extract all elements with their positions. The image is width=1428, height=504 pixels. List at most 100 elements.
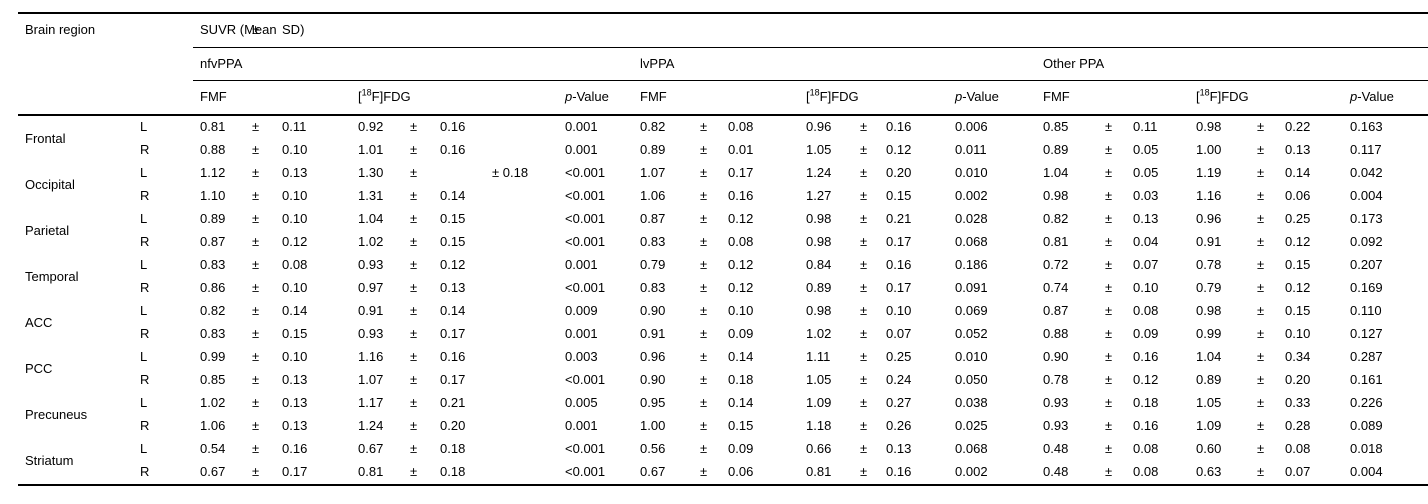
fdg-sd-value: 0.20 bbox=[440, 418, 466, 434]
p-value-cell: 0.068 bbox=[955, 234, 988, 250]
fdg-extra-sd-value bbox=[485, 369, 558, 392]
pm-sign: ± bbox=[700, 165, 708, 181]
fdg-mean-value: 0.89 bbox=[806, 280, 832, 296]
fdg-mean-value: 0.91 bbox=[358, 303, 384, 319]
fdg-extra-sd-value bbox=[485, 438, 558, 461]
suvr-header-close: SD) bbox=[275, 13, 352, 48]
fmf-mean-value: 0.87 bbox=[1043, 303, 1069, 319]
table-row: R 1.06 ±0.13 1.24 ±0.20 0.001 1.00 ±0.15 1.18 ±0.… bbox=[18, 415, 1428, 438]
p-value-cell: 0.117 bbox=[1350, 142, 1382, 158]
pm-sign: ± bbox=[1257, 418, 1265, 434]
fdg-sd-value: 0.12 bbox=[886, 142, 912, 158]
pm-sign: ± bbox=[252, 234, 260, 250]
suvr-table: Brain region SUVR (Mean ± SD) nfvPPA lvP… bbox=[18, 12, 1428, 486]
pm-sign: ± bbox=[252, 303, 260, 319]
pm-sign: ± bbox=[700, 188, 708, 204]
fdg-mean-value: 0.99 bbox=[1196, 326, 1222, 342]
fmf-sd-value: 0.16 bbox=[1133, 418, 1159, 434]
fmf-mean-value: 0.82 bbox=[640, 119, 666, 135]
pm-sign: ± bbox=[410, 119, 418, 135]
pm-sign: ± bbox=[860, 165, 868, 181]
pm-sign: ± bbox=[410, 372, 418, 388]
fdg-mean-value: 1.09 bbox=[806, 395, 832, 411]
table-row: R 0.83 ±0.15 0.93 ±0.17 0.001 0.91 ±0.09 1.02 ±0.… bbox=[18, 323, 1428, 346]
pm-sign: ± bbox=[700, 418, 708, 434]
p-value-cell: 0.009 bbox=[565, 303, 598, 319]
pm-sign: ± bbox=[410, 464, 418, 480]
pm-sign: ± bbox=[1257, 119, 1265, 135]
region-label: Precuneus bbox=[25, 406, 88, 422]
fmf-sd-value: 0.12 bbox=[728, 211, 754, 227]
pm-sign: ± bbox=[1105, 188, 1113, 204]
fdg-mean-value: 0.98 bbox=[806, 234, 832, 250]
fdg-mean-value: 1.05 bbox=[806, 372, 832, 388]
p-value-cell: 0.006 bbox=[955, 119, 988, 135]
p-value-cell: 0.010 bbox=[955, 349, 988, 365]
fmf-mean-value: 1.04 bbox=[1043, 165, 1069, 181]
pm-sign: ± bbox=[252, 165, 260, 181]
pm-sign: ± bbox=[700, 234, 708, 250]
pm-sign: ± bbox=[252, 211, 260, 227]
fmf-mean-value: 1.02 bbox=[200, 395, 226, 411]
fdg-mean-value: 1.11 bbox=[806, 349, 831, 365]
p-value-cell: <0.001 bbox=[565, 441, 606, 457]
fmf-sd-value: 0.15 bbox=[282, 326, 308, 342]
table-row: R 0.86 ±0.10 0.97 ±0.13 <0.001 0.83 ±0.12 0.89 ±0… bbox=[18, 277, 1428, 300]
fdg-mean-value: 0.78 bbox=[1196, 257, 1222, 273]
suvr-header-open: SUVR (Mean bbox=[193, 13, 277, 48]
fdg-sd-value: 0.14 bbox=[440, 303, 466, 319]
fmf-mean-value: 0.83 bbox=[640, 234, 666, 250]
fmf-sd-value: 0.10 bbox=[282, 188, 308, 204]
fmf-mean-value: 0.79 bbox=[640, 257, 666, 273]
fmf-sd-value: 0.05 bbox=[1133, 165, 1159, 181]
tracer-header-fdg: [18F]FDG bbox=[1189, 80, 1344, 116]
p-value-cell: 0.004 bbox=[1350, 188, 1383, 204]
fdg-sd-value: 0.13 bbox=[1285, 142, 1311, 158]
p-value-cell: 0.018 bbox=[1350, 441, 1383, 457]
table-row: Temporal L 0.83 ±0.08 0.93 ±0.12 0.001 0.79 ±0.1… bbox=[18, 254, 1428, 284]
fmf-mean-value: 0.56 bbox=[640, 441, 666, 457]
p-value-cell: 0.092 bbox=[1350, 234, 1383, 250]
fdg-sd-value: 0.18 bbox=[440, 441, 466, 457]
p-value-cell: 0.127 bbox=[1350, 326, 1383, 342]
brain-region-header: Brain region bbox=[18, 13, 194, 116]
tracer-header-fmf: FMF bbox=[633, 80, 800, 116]
fmf-mean-value: 0.74 bbox=[1043, 280, 1069, 296]
p-value-cell: 0.001 bbox=[565, 142, 598, 158]
pm-sign: ± bbox=[1257, 326, 1265, 342]
p-value-cell: 0.050 bbox=[955, 372, 988, 388]
p-value-header: p-Value bbox=[1343, 80, 1428, 116]
fdg-mean-value: 1.00 bbox=[1196, 142, 1222, 158]
pm-sign: ± bbox=[410, 395, 418, 411]
pm-sign: ± bbox=[410, 165, 418, 181]
fdg-mean-value: 0.98 bbox=[1196, 303, 1222, 319]
table-row: R 0.67 ±0.17 0.81 ±0.18 <0.001 0.67 ±0.06 0.81 ±0… bbox=[18, 461, 1428, 485]
fmf-mean-value: 0.81 bbox=[200, 119, 226, 135]
pm-sign: ± bbox=[1105, 280, 1113, 296]
fdg-sd-value: 0.14 bbox=[1285, 165, 1311, 181]
pm-sign: ± bbox=[1105, 418, 1113, 434]
pm-sign: ± bbox=[1257, 280, 1265, 296]
pm-sign: ± bbox=[700, 395, 708, 411]
fdg-mean-value: 1.04 bbox=[1196, 349, 1222, 365]
p-value-cell: <0.001 bbox=[565, 372, 606, 388]
fdg-mean-value: 0.81 bbox=[806, 464, 832, 480]
p-value-cell: 0.025 bbox=[955, 418, 988, 434]
pm-sign: ± bbox=[1257, 464, 1265, 480]
fdg-sd-value: 0.22 bbox=[1285, 119, 1311, 135]
fmf-sd-value: 0.10 bbox=[1133, 280, 1159, 296]
fmf-mean-value: 0.83 bbox=[640, 280, 666, 296]
fmf-sd-value: 0.10 bbox=[282, 211, 308, 227]
p-value-cell: 0.068 bbox=[955, 441, 988, 457]
pm-sign: ± bbox=[410, 280, 418, 296]
fdg-sd-value: 0.25 bbox=[1285, 211, 1311, 227]
pm-sign: ± bbox=[860, 349, 868, 365]
fdg-sd-value: 0.14 bbox=[440, 188, 466, 204]
table-row: Occipital L 1.12 ±0.13 1.30 ± ± 0.18 <0.001 1.07… bbox=[18, 162, 1428, 192]
region-label: Parietal bbox=[25, 222, 70, 238]
fdg-sd-value: 0.18 bbox=[440, 464, 466, 480]
tracer-header-fdg: [18F]FDG bbox=[799, 80, 949, 116]
fmf-sd-value: 0.16 bbox=[282, 441, 308, 457]
tracer-header-fmf: FMF bbox=[193, 80, 352, 116]
